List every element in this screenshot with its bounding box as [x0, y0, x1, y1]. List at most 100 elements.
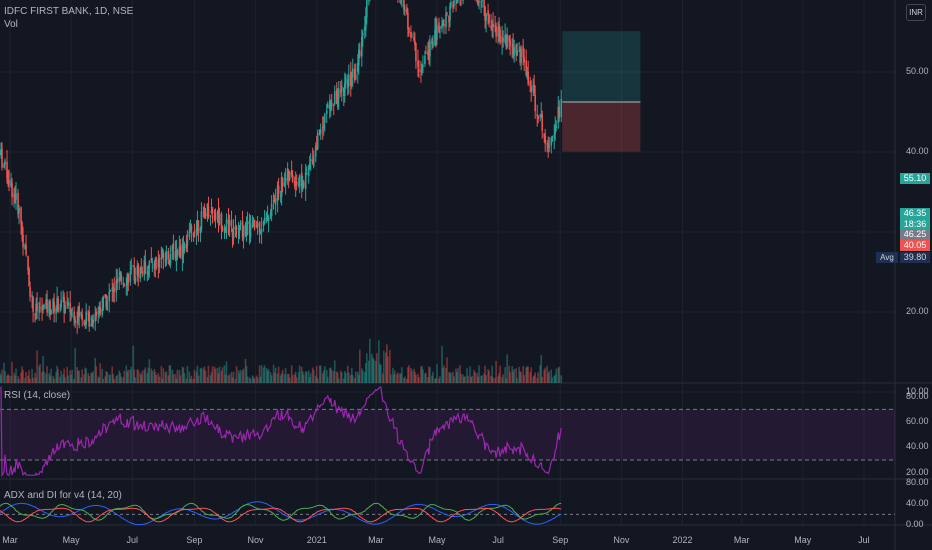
candle-body [122, 282, 125, 285]
candle-body [112, 286, 115, 293]
adx-legend[interactable]: ADX and DI for v4 (14, 20) [4, 490, 122, 501]
candle-body [481, 0, 483, 2]
volume-bar [77, 370, 79, 383]
candle-body [230, 219, 233, 227]
candle-body [477, 0, 479, 6]
time-axis-tick: Jul [858, 535, 870, 545]
candle-body [350, 80, 353, 84]
candle-body [227, 218, 230, 224]
candle-body [81, 314, 83, 321]
candle-body [99, 307, 102, 314]
candle-body [175, 250, 178, 260]
candle-body [130, 267, 133, 270]
candle-body [312, 156, 315, 167]
candle-body [411, 35, 413, 37]
time-axis-tick: Mar [368, 535, 384, 545]
rsi-legend[interactable]: RSI (14, close) [4, 390, 71, 401]
candle-body [413, 37, 415, 41]
volume-bar [172, 374, 175, 383]
candle-body [530, 86, 532, 93]
candle-body [541, 114, 544, 132]
volume-bar [425, 372, 427, 383]
volume-bar [291, 375, 294, 383]
candle-body [529, 81, 531, 87]
volume-bar [8, 375, 10, 383]
candle-body [137, 264, 140, 277]
candle-body [69, 302, 71, 313]
candle-body [502, 38, 504, 42]
volume-bar [111, 366, 114, 383]
candle-body [35, 304, 37, 315]
volume-bar [443, 365, 445, 383]
candle-body [498, 24, 500, 32]
candle-body [326, 104, 329, 109]
volume-bar [336, 372, 339, 383]
candle-body [189, 227, 192, 233]
candle-body [56, 297, 58, 308]
candle-body [147, 270, 150, 276]
candle-body [221, 228, 224, 230]
candle-body [109, 289, 112, 291]
candle-body [34, 313, 36, 316]
candle-body [435, 26, 437, 38]
volume-bar [277, 366, 280, 383]
volume-bar [511, 366, 513, 383]
candle-body [427, 50, 429, 56]
volume-bar [50, 368, 52, 383]
volume-bar [109, 374, 112, 383]
volume-bar [456, 372, 458, 383]
candle-body [127, 274, 130, 284]
volume-bar [343, 371, 346, 383]
candle-body [174, 250, 177, 259]
candle-body [185, 243, 188, 248]
volume-bar [318, 365, 321, 383]
volume-bar [506, 354, 508, 383]
candle-body [325, 110, 328, 114]
time-axis-tick: Nov [613, 535, 630, 545]
candle-body [361, 36, 363, 57]
candle-body [53, 302, 55, 313]
candle-body [95, 311, 98, 317]
volume-bar [494, 378, 496, 383]
volume-bar [146, 372, 149, 383]
volume-bar [169, 365, 172, 383]
volume-bar [7, 374, 9, 383]
candle-body [527, 71, 529, 85]
currency-button[interactable]: INR [906, 4, 926, 21]
candle-body [252, 219, 255, 224]
candle-body [225, 219, 228, 233]
volume-bar [555, 368, 558, 383]
volume-bar [349, 374, 352, 383]
volume-bar [153, 369, 156, 383]
volume-bar [59, 376, 61, 383]
volume-bar [133, 369, 136, 383]
candle-body [322, 125, 325, 129]
volume-bar [266, 370, 269, 383]
candle-body [329, 99, 332, 112]
volume-bar [25, 372, 27, 383]
symbol-title[interactable]: IDFC FIRST BANK, 1D, NSE [4, 6, 134, 17]
candle-body [77, 306, 79, 322]
volume-bar [346, 365, 349, 383]
candle-body [57, 298, 59, 312]
volume-bar [262, 367, 265, 383]
volume-bar [315, 366, 318, 383]
volume-bar [95, 366, 98, 383]
candle-body [346, 79, 349, 88]
volume-bar [339, 370, 342, 383]
volume-bar [308, 377, 311, 383]
candle-body [403, 0, 405, 10]
candle-body [4, 160, 6, 165]
candle-body [146, 272, 149, 274]
volume-bar [350, 368, 353, 383]
volume-bar [530, 367, 532, 383]
candle-body [494, 25, 496, 27]
last-price-label: 46.35 [900, 208, 930, 219]
volume-bar [366, 353, 368, 383]
candle-body [119, 272, 122, 275]
volume-bar [52, 375, 54, 383]
volume-bar [513, 368, 515, 383]
candle-body [46, 299, 48, 313]
volume-bar [307, 370, 310, 383]
